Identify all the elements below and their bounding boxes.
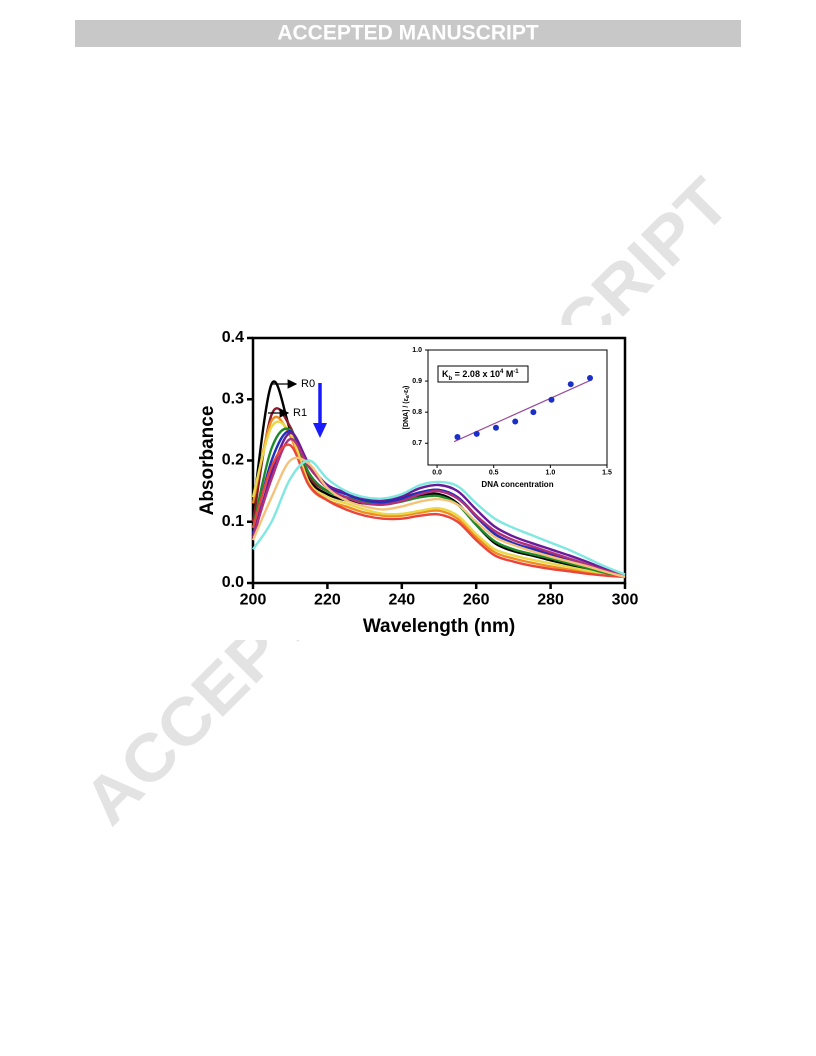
x-axis-label: DNA concentration <box>481 480 553 489</box>
x-tick-label: 0.0 <box>432 470 442 477</box>
annotation-label: R1 <box>293 407 307 419</box>
spectrum-line <box>252 459 626 576</box>
x-tick-label: 200 <box>240 591 267 608</box>
x-axis-label: Wavelength (nm) <box>363 616 515 637</box>
data-point <box>492 424 499 431</box>
spectrum-line <box>251 380 626 579</box>
y-axis-label: [DNA] / (εa-εf) <box>403 386 411 430</box>
spectrum-line <box>251 437 626 577</box>
annotation-box <box>437 365 529 383</box>
x-tick-label: 220 <box>314 591 341 608</box>
x-tick-label: 1.0 <box>545 470 555 477</box>
x-tick-label: 0.5 <box>489 470 499 477</box>
annotation-part: K <box>442 369 449 379</box>
x-tick-label: 240 <box>388 591 415 608</box>
y-axis-label-part: ) <box>403 386 410 388</box>
data-point <box>512 418 519 425</box>
x-tick-label: 300 <box>612 591 639 608</box>
y-tick-label: 0.3 <box>222 390 244 407</box>
y-tick-label: 0.8 <box>412 409 422 416</box>
spectrum-line <box>251 456 626 579</box>
y-tick-label: 0.1 <box>222 513 244 530</box>
y-axis-label-part: a <box>405 395 411 398</box>
annotation-part: M <box>503 369 513 379</box>
y-axis-label-part: [DNA] / (ε <box>403 397 410 429</box>
x-tick-label: 280 <box>537 591 564 608</box>
header-bar <box>75 20 741 47</box>
spectrum-line <box>251 443 626 579</box>
data-point <box>454 434 461 441</box>
data-point <box>530 409 537 416</box>
y-axis-label-part: f <box>405 388 411 390</box>
y-tick-label: 0.0 <box>222 574 244 591</box>
trend-arrow-head <box>313 423 327 438</box>
annotation: Kb = 2.08 x 104 M-1 <box>442 369 519 382</box>
y-axis-label: Absorbance <box>197 406 218 516</box>
annotation-part: b <box>449 376 453 382</box>
y-tick-label: 0.4 <box>222 329 244 346</box>
data-point <box>567 381 574 388</box>
y-axis-label-part: -ε <box>403 389 410 395</box>
spectrum-line <box>251 427 626 579</box>
spectrum-line <box>251 420 626 579</box>
data-point <box>548 396 555 403</box>
y-tick-label: 0.2 <box>222 452 244 469</box>
x-tick-label: 1.5 <box>602 470 612 477</box>
x-tick-label: 260 <box>463 591 490 608</box>
annotation-part: -1 <box>513 369 519 375</box>
y-tick-label: 1.0 <box>412 347 422 354</box>
data-point <box>587 374 594 381</box>
annotation-label: R0 <box>301 378 315 390</box>
header-title: ACCEPTED MANUSCRIPT <box>277 22 539 45</box>
annotation-part: = 2.08 x 10 <box>452 369 500 379</box>
data-point <box>473 430 480 437</box>
annotation-part: 4 <box>500 369 504 375</box>
y-tick-label: 0.9 <box>412 378 422 385</box>
figure: 200 220 240 260 280 300 0.0 0.1 0.2 0.3 0.4 Wavelen… <box>197 329 638 637</box>
y-tick-label: 0.7 <box>412 440 422 447</box>
